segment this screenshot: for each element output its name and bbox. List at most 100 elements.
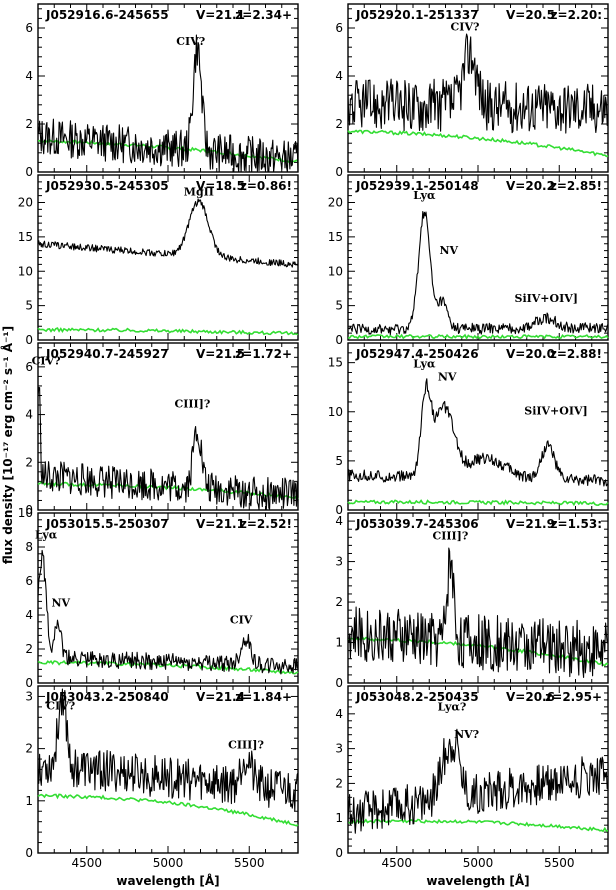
flux-spectrum xyxy=(37,549,299,675)
redshift: z=2.88! xyxy=(550,347,602,361)
x-tick-label: 4500 xyxy=(71,856,102,870)
x-tick-label: 5500 xyxy=(234,856,265,870)
spectrum-panel: 4500 5000 5500 0 1 2 3 J053043.2-250840 V=21.4z=… xyxy=(25,685,299,870)
spectrum-panel: 0 2 4 6 J052940.7-245927 V=21.5z=1.72+ CIV? CII… xyxy=(25,342,299,517)
y-tick-label: 15 xyxy=(328,356,343,370)
redshift: z=1.72+ xyxy=(235,347,292,361)
redshift: z=2.95+ xyxy=(545,690,602,704)
magnitude: V=20.2 xyxy=(506,179,555,193)
y-tick-label: 4 xyxy=(335,707,343,721)
line-annotation: Lyα? xyxy=(438,700,467,713)
y-tick-label: 20 xyxy=(328,196,343,210)
object-id: J052920.1-251337 xyxy=(355,8,479,22)
line-annotation: Lyα xyxy=(35,529,58,542)
y-tick-label: 10 xyxy=(328,405,343,419)
flux-spectrum xyxy=(37,688,299,812)
y-tick-label: 4 xyxy=(25,69,33,83)
spectrum-panel: 0 5 10 15 20 J052939.1-250148 V=20.2z=2.85! Lyα… xyxy=(328,174,609,347)
flux-spectrum xyxy=(347,378,609,487)
redshift: z=2.34+ xyxy=(235,8,292,22)
line-annotation: CIII]? xyxy=(228,739,264,752)
redshift: z=1.53: xyxy=(551,517,602,531)
line-annotation: NV? xyxy=(454,728,479,741)
redshift: z=2.52! xyxy=(240,517,292,531)
redshift: z=1.84+ xyxy=(235,690,292,704)
flux-spectrum xyxy=(347,547,609,678)
panel-frame xyxy=(347,342,609,511)
redshift: z=2.20: xyxy=(551,8,602,22)
y-tick-label: 4 xyxy=(335,69,343,83)
magnitude: V=18.5 xyxy=(196,179,245,193)
y-tick-label: 20 xyxy=(18,196,33,210)
line-annotation: CIV? xyxy=(176,35,205,48)
y-tick-label: 3 xyxy=(335,742,343,756)
y-tick-label: 15 xyxy=(18,230,33,244)
y-tick-label: 4 xyxy=(335,514,343,528)
line-annotation: NV xyxy=(51,597,70,610)
y-tick-label: 1 xyxy=(335,636,343,650)
y-tick-label: 2 xyxy=(25,642,33,656)
y-tick-label: 5 xyxy=(25,299,33,313)
line-annotation: CIV? xyxy=(451,20,480,33)
line-annotation: SiIV+OIV] xyxy=(515,292,579,305)
y-tick-label: 10 xyxy=(18,506,33,520)
y-tick-label: 6 xyxy=(25,21,33,35)
noise-spectrum xyxy=(347,333,609,340)
flux-spectrum xyxy=(37,198,299,268)
y-tick-label: 2 xyxy=(335,595,343,609)
object-id: J052939.1-250148 xyxy=(355,179,479,193)
x-tick-label: 5000 xyxy=(463,856,494,870)
x-axis-label-right: wavelength [Å] xyxy=(426,873,529,888)
panel-frame xyxy=(37,342,299,511)
y-tick-label: 4 xyxy=(25,608,33,622)
y-tick-label: 0 xyxy=(25,503,33,517)
line-annotation: NV xyxy=(439,244,458,257)
y-tick-label: 0 xyxy=(25,333,33,347)
y-tick-label: 5 xyxy=(335,454,343,468)
line-annotation: SiIV+OIV] xyxy=(524,405,588,418)
object-id: J052930.5-245305 xyxy=(45,179,169,193)
line-annotation: CIV? xyxy=(32,354,61,367)
line-annotation: Lyα xyxy=(413,358,436,371)
magnitude: V=21.5 xyxy=(196,347,245,361)
flux-spectrum xyxy=(347,211,609,336)
panel-frame xyxy=(347,174,609,341)
spectrum-panel: 0 5 10 15 20 J052930.5-245305 V=18.5z=0.86! MgI… xyxy=(18,174,299,347)
y-tick-label: 0 xyxy=(25,676,33,690)
noise-spectrum xyxy=(37,793,299,827)
magnitude: V=21.1 xyxy=(196,517,245,531)
flux-spectrum xyxy=(37,34,299,173)
object-id: J052916.6-245655 xyxy=(45,8,169,22)
x-tick-label: 4500 xyxy=(381,856,412,870)
y-tick-label: 3 xyxy=(25,689,33,703)
y-tick-label: 1 xyxy=(25,794,33,808)
line-annotation: CIII]? xyxy=(174,397,210,410)
y-tick-label: 2 xyxy=(25,117,33,131)
object-id: J052940.7-245927 xyxy=(45,347,169,361)
object-id: J053015.5-250307 xyxy=(45,517,169,531)
y-tick-label: 6 xyxy=(25,360,33,374)
y-tick-label: 6 xyxy=(25,574,33,588)
spectrum-panel: 0 5 10 15 J052947.4-250426 V=20.0z=2.88! LyαNV… xyxy=(328,342,609,517)
magnitude: V=20.0 xyxy=(506,347,555,361)
spectrum-panel: 0 2 4 6 8 10 J053015.5-250307 V=21.1z=2.52! Lyα N… xyxy=(18,506,299,690)
y-tick-label: 2 xyxy=(25,455,33,469)
noise-spectrum xyxy=(37,327,299,336)
magnitude: V=20.5 xyxy=(506,8,555,22)
y-axis-label: flux density [10⁻¹⁷ erg cm⁻² s⁻¹ Å⁻¹] xyxy=(0,326,15,564)
x-axis-label-left: wavelength [Å] xyxy=(116,873,219,888)
y-tick-label: 8 xyxy=(25,540,33,554)
redshift: z=0.86! xyxy=(240,179,292,193)
flux-spectrum xyxy=(347,33,609,134)
spectrum-panel: 0 2 4 6 J052920.1-251337 V=20.5z=2.20: CIV? xyxy=(335,3,609,179)
magnitude: V=21.9 xyxy=(506,517,555,531)
redshift: z=2.85! xyxy=(550,179,602,193)
noise-spectrum xyxy=(347,818,609,833)
magnitude: V=21.1 xyxy=(196,8,245,22)
flux-spectrum xyxy=(347,728,609,834)
panel-frame xyxy=(37,174,299,341)
y-tick-label: 15 xyxy=(328,230,343,244)
y-tick-label: 0 xyxy=(335,846,343,860)
